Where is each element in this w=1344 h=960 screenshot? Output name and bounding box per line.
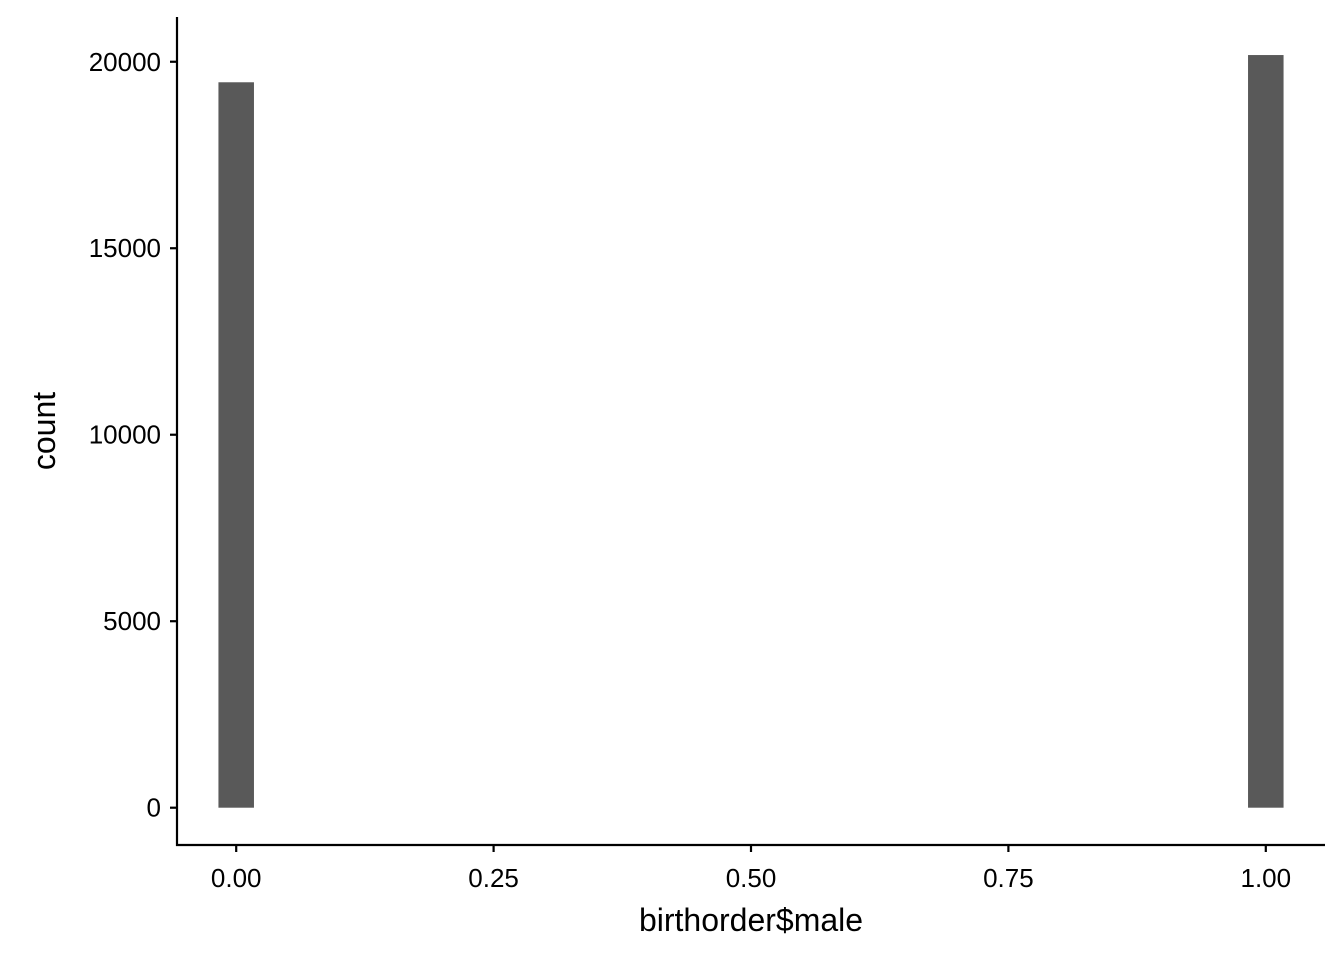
x-axis-ticks: 0.00 0.25 0.50 0.75 1.00 <box>211 845 1291 893</box>
y-tick-label: 10000 <box>89 420 161 450</box>
y-axis-title: count <box>26 392 62 470</box>
x-tick-label: 0.50 <box>726 863 777 893</box>
x-axis-title: birthorder$male <box>639 902 863 938</box>
y-tick-label: 20000 <box>89 47 161 77</box>
bar-0 <box>218 82 254 808</box>
x-tick-label: 0.25 <box>468 863 519 893</box>
x-tick-label: 0.00 <box>211 863 262 893</box>
bar-1 <box>1248 55 1284 808</box>
x-tick-label: 0.75 <box>983 863 1034 893</box>
y-axis-ticks: 0 5000 10000 15000 20000 <box>89 47 177 823</box>
x-tick-label: 1.00 <box>1240 863 1291 893</box>
y-tick-label: 15000 <box>89 233 161 263</box>
y-tick-label: 0 <box>147 793 161 823</box>
bars-layer <box>218 55 1284 808</box>
y-tick-label: 5000 <box>103 606 161 636</box>
